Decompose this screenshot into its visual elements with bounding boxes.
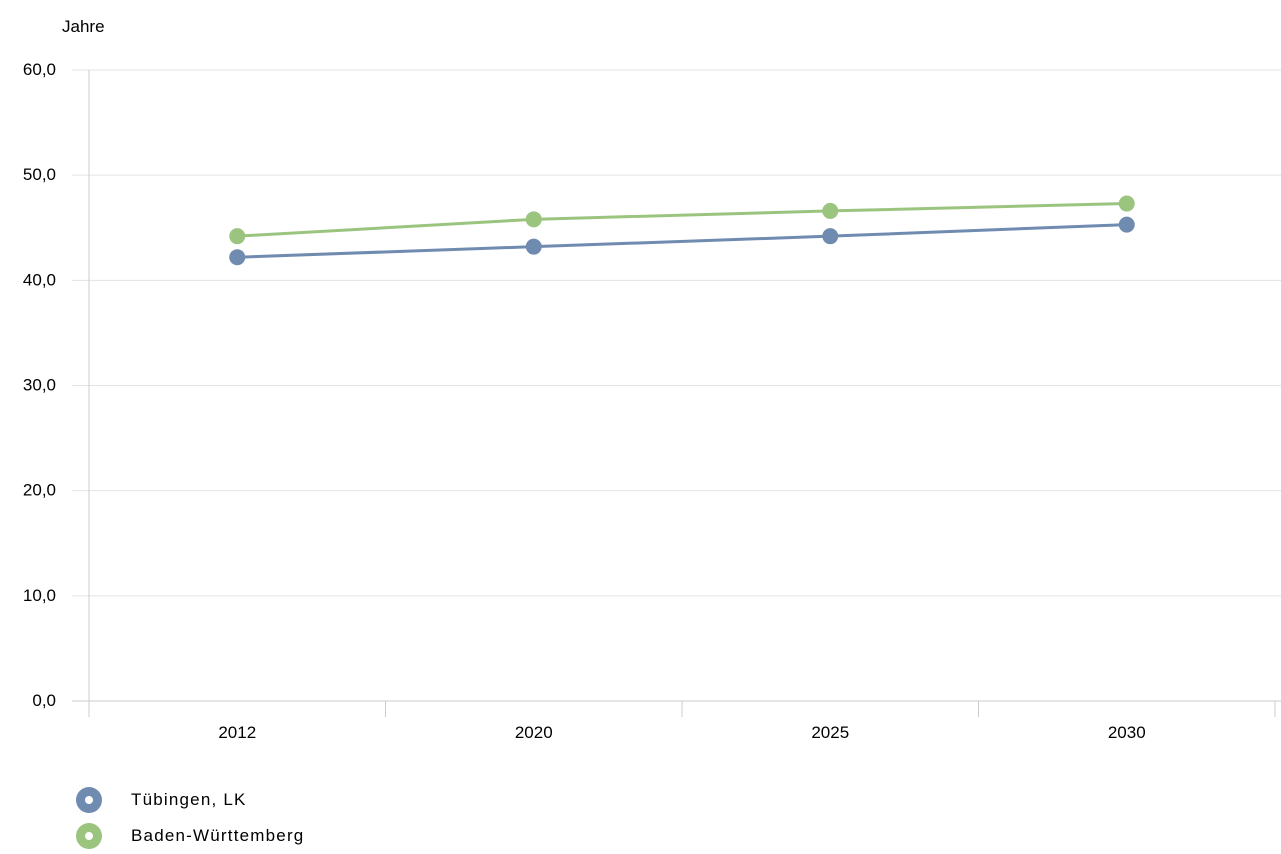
legend-marker-icon	[76, 823, 102, 849]
axes	[72, 70, 1281, 717]
y-tick-label: 40,0	[23, 270, 56, 289]
y-tick-label: 60,0	[23, 60, 56, 79]
legend-item-tuebingen[interactable]: Tübingen, LK	[76, 782, 304, 818]
data-point	[525, 211, 542, 228]
x-tick-labels: 2012 2020 2025 2030	[218, 723, 1145, 742]
data-point	[822, 228, 839, 245]
legend-label: Baden-Württemberg	[131, 826, 305, 845]
x-tick-label: 2012	[218, 723, 256, 742]
x-tick-label: 2030	[1108, 723, 1146, 742]
data-point	[525, 238, 542, 255]
data-point	[1118, 195, 1135, 212]
y-tick-label: 10,0	[23, 586, 56, 605]
legend: Tübingen, LK Baden-Württemberg	[76, 782, 304, 854]
x-tick-label: 2020	[515, 723, 553, 742]
legend-label: Tübingen, LK	[131, 790, 247, 809]
grid-lines	[72, 69, 1281, 702]
legend-marker-icon	[76, 787, 102, 813]
data-point	[229, 249, 246, 266]
y-tick-label: 50,0	[23, 165, 56, 184]
series-line	[237, 202, 1127, 238]
y-tick-label: 30,0	[23, 376, 56, 395]
data-point	[822, 202, 839, 219]
legend-item-baden-wuerttemberg[interactable]: Baden-Württemberg	[76, 818, 304, 854]
x-tick-label: 2025	[811, 723, 849, 742]
y-tick-label: 20,0	[23, 481, 56, 500]
y-axis-unit-label: Jahre	[62, 17, 105, 36]
series-line	[237, 223, 1127, 259]
data-point	[229, 228, 246, 245]
data-point	[1118, 216, 1135, 233]
y-tick-label: 0,0	[32, 691, 56, 710]
line-chart: Jahre 0,010,020,030,040,050,060,0 2012 20…	[23, 17, 1281, 742]
series-group	[229, 195, 1135, 266]
y-tick-labels: 0,0 10,0 20,0 30,0 40,0 50,0 60,0	[23, 60, 56, 710]
